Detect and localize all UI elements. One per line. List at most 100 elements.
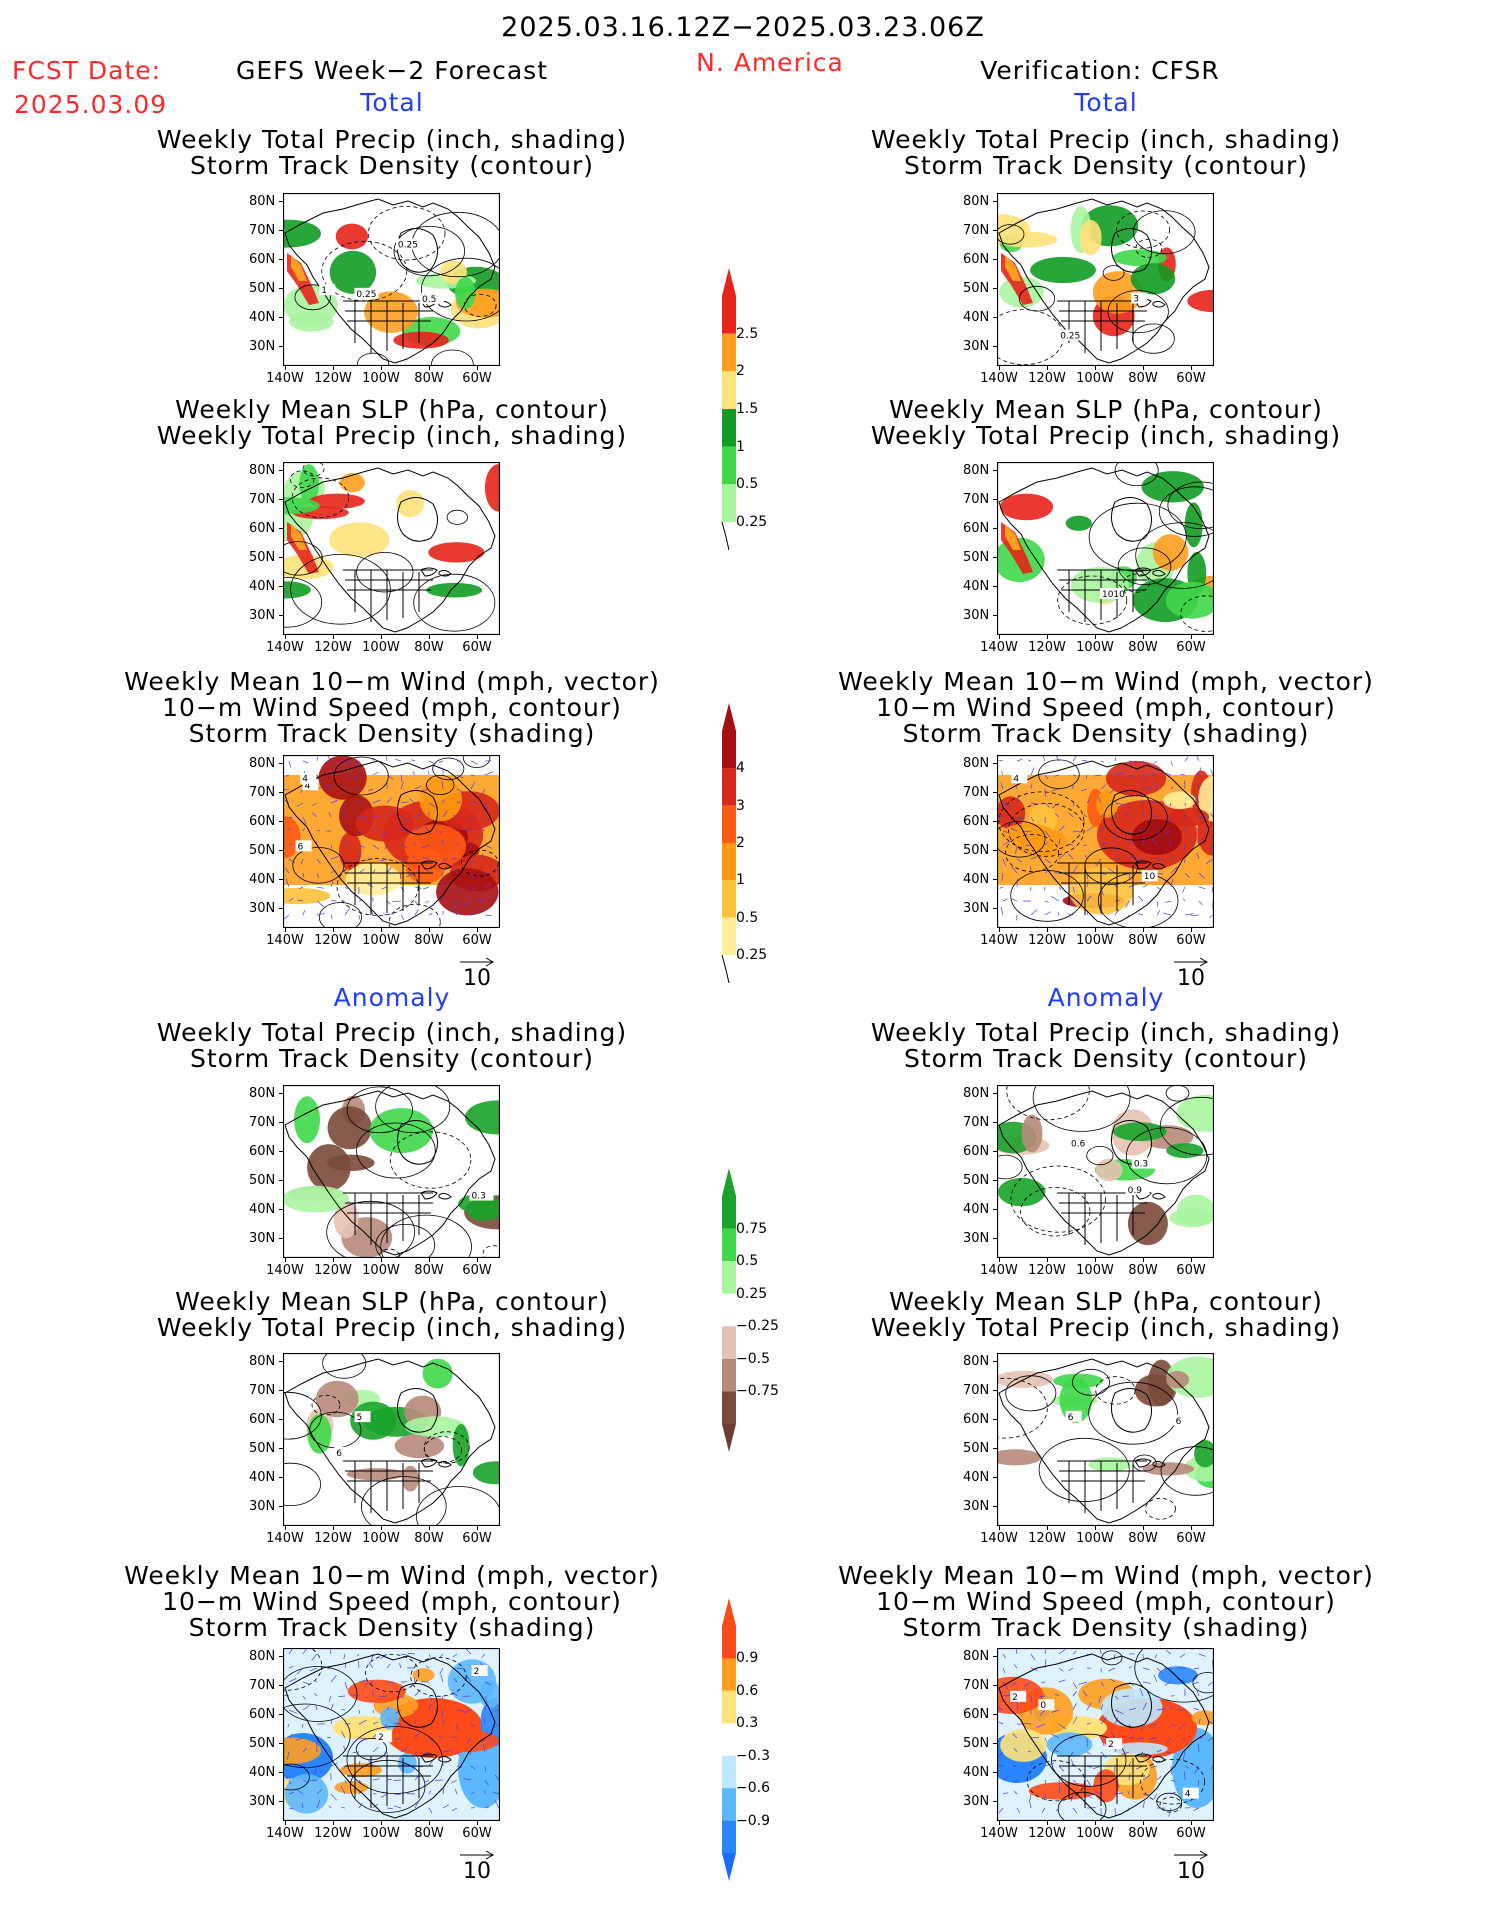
latitude-tick	[993, 615, 997, 616]
longitude-tick-label: 140W	[266, 1826, 304, 1841]
latitude-tick-label: 60N	[963, 252, 990, 267]
latitude-tick	[279, 1772, 283, 1773]
latitude-tick	[279, 1361, 283, 1362]
colorbar-swatch	[722, 917, 736, 955]
hudson-bay-outline	[397, 1120, 438, 1165]
latitude-tick	[279, 850, 283, 851]
longitude-tick	[999, 635, 1000, 639]
latitude-tick	[993, 470, 997, 471]
map-panel-fc-anom-precip: 0.3	[283, 1085, 500, 1258]
wind-vectors	[997, 1648, 1214, 1817]
great-lakes-outline	[1134, 567, 1166, 577]
longitude-tick-label: 100W	[362, 1263, 400, 1278]
latitude-tick-label: 50N	[963, 1736, 990, 1751]
latitude-tick	[279, 1743, 283, 1744]
vector-reference-label: 10	[1177, 966, 1205, 991]
colorbar-swatch	[722, 1755, 736, 1789]
longitude-tick	[999, 1526, 1000, 1530]
hudson-bay-outline	[397, 228, 438, 273]
map-plot	[283, 462, 500, 635]
map-frame	[283, 462, 500, 635]
latitude-tick-label: 30N	[963, 1231, 990, 1246]
panel-title-line: Weekly Total Precip (inch, shading)	[156, 1018, 628, 1047]
longitude-tick	[1143, 1258, 1144, 1262]
contour-label: 1010	[1102, 590, 1125, 600]
contour-label: 2	[474, 1667, 480, 1677]
north-america-coastline	[998, 1653, 1210, 1819]
latitude-tick-label: 80N	[963, 463, 990, 478]
contour-label: 0.3	[1134, 1160, 1148, 1170]
longitude-tick-label: 80W	[414, 371, 444, 386]
latitude-tick-label: 50N	[963, 1441, 990, 1456]
hudson-bay-outline	[1111, 790, 1152, 835]
contour-label: 4	[304, 781, 310, 791]
vector-reference-arrow	[460, 957, 495, 967]
latitude-tick	[993, 586, 997, 587]
latitude-tick-label: 40N	[249, 1202, 276, 1217]
latitude-tick	[993, 1151, 997, 1152]
latitude-tick-label: 70N	[249, 1115, 276, 1130]
latitude-tick-label: 70N	[963, 1383, 990, 1398]
colorbar-swatch	[722, 768, 736, 806]
longitude-tick	[333, 928, 334, 932]
contour-label: 10	[1144, 872, 1156, 882]
latitude-tick	[993, 201, 997, 202]
north-america-coastline	[284, 467, 496, 633]
field-shading	[997, 1648, 1214, 1821]
colorbar-top-extension	[722, 268, 736, 296]
latitude-tick	[993, 821, 997, 822]
colorbar-label: −0.6	[736, 1780, 770, 1797]
map-plot: 66	[997, 1353, 1214, 1526]
colorbar-label: −0.25	[736, 1318, 779, 1335]
latitude-tick	[279, 317, 283, 318]
latitude-tick	[993, 288, 997, 289]
longitude-tick-label: 100W	[1076, 1263, 1114, 1278]
latitude-tick-label: 40N	[249, 1470, 276, 1485]
latitude-tick-label: 70N	[249, 1678, 276, 1693]
map-panel-vf-anom-precip: 0.3 0.9 0.6	[997, 1085, 1214, 1258]
longitude-tick	[1047, 1526, 1048, 1530]
north-america-coastline	[284, 1653, 496, 1819]
longitude-tick	[381, 1821, 382, 1825]
colorbar-swatch	[722, 333, 736, 372]
latitude-tick	[993, 317, 997, 318]
contour-label: 6	[298, 842, 304, 852]
hudson-bay-outline	[397, 1683, 438, 1728]
colorbar-bottom-extension	[721, 954, 730, 984]
longitude-tick-label: 100W	[362, 1826, 400, 1841]
longitude-tick	[1191, 1821, 1192, 1825]
latitude-tick-label: 60N	[249, 252, 276, 267]
colorbar-swatch	[722, 446, 736, 485]
latitude-tick-label: 40N	[963, 579, 990, 594]
panel-title-line: Storm Track Density (shading)	[188, 1613, 596, 1642]
latitude-tick-label: 50N	[249, 1441, 276, 1456]
latitude-tick	[279, 1390, 283, 1391]
coastlines	[998, 198, 1210, 364]
latitude-tick-label: 70N	[963, 785, 990, 800]
hudson-bay-outline	[397, 497, 438, 542]
colorbar-swatch	[722, 1261, 736, 1294]
longitude-tick	[1143, 366, 1144, 370]
longitude-tick-label: 140W	[980, 1826, 1018, 1841]
longitude-tick-label: 60W	[462, 1826, 492, 1841]
map-plot: 1010	[997, 462, 1214, 635]
latitude-tick	[993, 1238, 997, 1239]
panel-title-line: Weekly Mean 10−m Wind (mph, vector)	[124, 667, 660, 696]
latitude-tick	[279, 1477, 283, 1478]
longitude-tick	[477, 635, 478, 639]
latitude-tick-label: 80N	[963, 1354, 990, 1369]
great-lakes-outline	[420, 1458, 452, 1468]
panel-title-line: Storm Track Density (contour)	[903, 151, 1309, 180]
colorbar-cb-storm	[721, 703, 736, 984]
longitude-tick	[1143, 1526, 1144, 1530]
vector-reference-arrow	[460, 1850, 495, 1860]
longitude-tick	[333, 366, 334, 370]
colorbar-label: 0.5	[736, 1253, 759, 1270]
latitude-tick-label: 60N	[963, 521, 990, 536]
latitude-tick-label: 60N	[249, 814, 276, 829]
great-lakes-outline	[420, 860, 452, 870]
longitude-tick-label: 60W	[462, 371, 492, 386]
map-panel-vf-total-wind: 10 4	[997, 755, 1214, 928]
colorbar-top-extension	[722, 1168, 736, 1196]
